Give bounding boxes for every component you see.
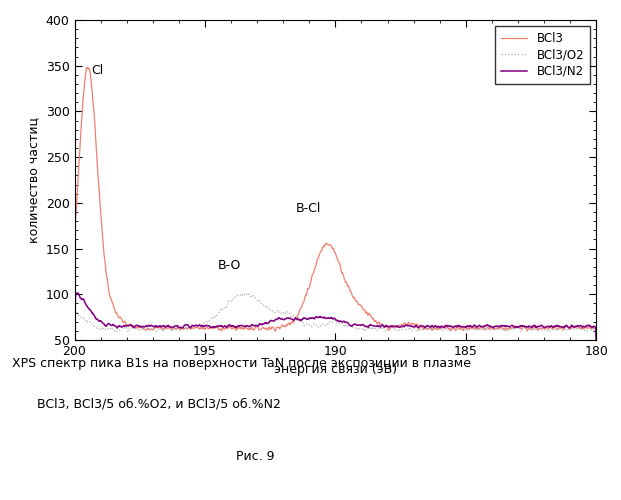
BCl3/O2 xyxy=(487,328,495,334)
BCl3 xyxy=(283,322,290,328)
BCl3/O2 xyxy=(283,309,290,315)
BCl3/O2 xyxy=(71,337,78,343)
Text: BCl3, BCl3/5 об.%O2, и BCl3/5 об.%N2: BCl3, BCl3/5 об.%O2, и BCl3/5 об.%N2 xyxy=(37,398,281,410)
BCl3/N2 xyxy=(74,290,81,296)
BCl3/O2 xyxy=(301,322,309,328)
X-axis label: энергия связи (эВ): энергия связи (эВ) xyxy=(274,364,397,376)
Legend: BCl3, BCl3/O2, BCl3/N2: BCl3, BCl3/O2, BCl3/N2 xyxy=(496,26,590,84)
Line: BCl3/N2: BCl3/N2 xyxy=(75,293,596,340)
BCl3/O2 xyxy=(592,337,600,343)
Line: BCl3/O2: BCl3/O2 xyxy=(75,293,596,340)
BCl3/N2 xyxy=(592,337,600,343)
BCl3 xyxy=(301,294,309,300)
Text: B-O: B-O xyxy=(218,258,242,272)
BCl3/N2 xyxy=(478,324,486,330)
BCl3/O2 xyxy=(430,326,437,332)
BCl3 xyxy=(430,324,437,330)
Line: BCl3: BCl3 xyxy=(75,68,596,340)
BCl3/N2 xyxy=(283,316,290,322)
BCl3/N2 xyxy=(430,324,437,330)
Y-axis label: количество частиц: количество частиц xyxy=(27,117,40,243)
BCl3/N2 xyxy=(487,324,495,330)
BCl3/O2 xyxy=(478,326,486,332)
BCl3/N2 xyxy=(125,323,132,329)
BCl3/N2 xyxy=(71,336,78,342)
BCl3 xyxy=(478,325,486,331)
Text: Cl: Cl xyxy=(91,64,104,76)
Text: B-Cl: B-Cl xyxy=(296,202,322,215)
BCl3/N2 xyxy=(301,315,309,321)
BCl3 xyxy=(125,322,132,328)
BCl3 xyxy=(487,325,495,331)
BCl3/O2 xyxy=(243,290,251,296)
Text: XPS спектр пика B1s на поверхности TaN после экспозиции в плазме: XPS спектр пика B1s на поверхности TaN п… xyxy=(12,358,471,370)
BCl3 xyxy=(71,280,78,285)
BCl3 xyxy=(592,337,600,343)
BCl3 xyxy=(83,64,91,70)
Text: Рис. 9: Рис. 9 xyxy=(236,450,274,463)
BCl3/O2 xyxy=(124,328,132,334)
